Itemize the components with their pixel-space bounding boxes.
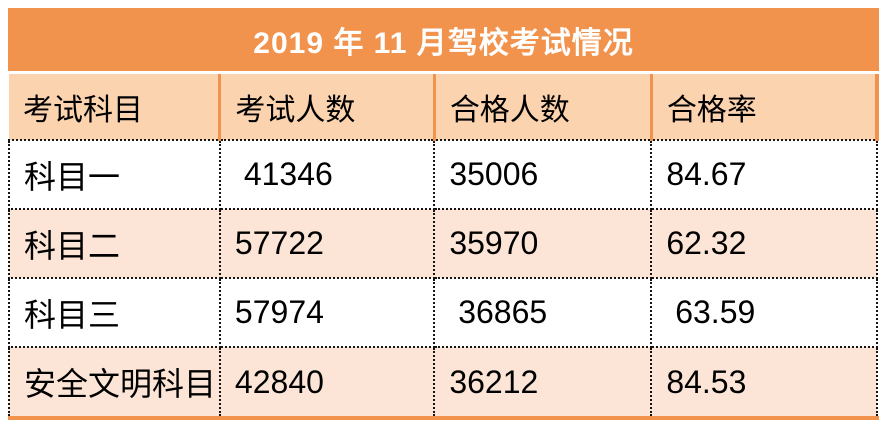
table-row: 科目三 57974 36865 63.59 [8, 277, 878, 348]
cell-subject: 科目三 [8, 277, 221, 348]
cell-candidates: 57974 [218, 277, 436, 348]
cell-subject: 科目二 [8, 208, 221, 279]
col-header-exam-subject: 考试科目 [9, 74, 220, 141]
col-header-passed: 合格人数 [432, 74, 652, 141]
cell-pass-rate: 62.32 [650, 208, 878, 279]
document-table: 2019 年 11 月驾校考试情况 考试科目 考试人数 合格人数 合格率 科目一… [8, 8, 879, 420]
cell-candidates: 42840 [218, 346, 436, 416]
cell-candidates: 57722 [218, 208, 436, 279]
cell-passed: 36212 [433, 346, 653, 416]
cell-pass-rate: 84.67 [650, 139, 878, 210]
cell-passed: 35970 [433, 208, 653, 279]
col-header-candidates: 考试人数 [218, 74, 435, 141]
table-row: 科目二 57722 35970 62.32 [8, 208, 878, 279]
cell-passed: 35006 [433, 139, 653, 210]
cell-pass-rate: 63.59 [650, 277, 878, 348]
table-title-bar: 2019 年 11 月驾校考试情况 [8, 8, 879, 71]
header-row: 考试科目 考试人数 合格人数 合格率 [9, 74, 879, 141]
col-header-pass-rate: 合格率 [649, 74, 879, 141]
table-row: 安全文明科目 42840 36212 84.53 [8, 346, 878, 416]
cell-subject: 安全文明科目 [8, 346, 221, 416]
table-title: 2019 年 11 月驾校考试情况 [253, 26, 634, 60]
table-row: 科目一 41346 35006 84.67 [8, 139, 878, 210]
cell-passed: 36865 [433, 277, 653, 348]
cell-subject: 科目一 [8, 139, 221, 210]
exam-results-table: 考试科目 考试人数 合格人数 合格率 科目一 41346 35006 84.67… [8, 74, 879, 416]
table-bottom-rule [8, 416, 879, 420]
cell-pass-rate: 84.53 [650, 346, 878, 416]
cell-candidates: 41346 [218, 139, 436, 210]
